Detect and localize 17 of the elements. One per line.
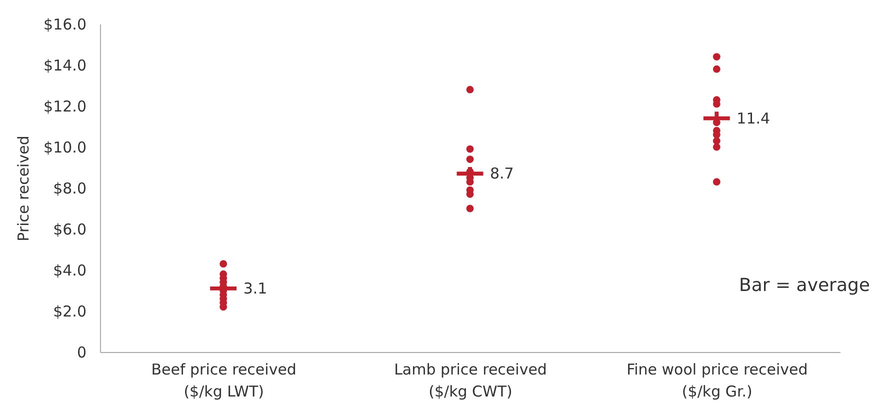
y-tick-label: $8.0 — [53, 180, 86, 198]
y-tick-label: $4.0 — [53, 262, 86, 280]
y-tick-label: $10.0 — [44, 138, 86, 156]
x-tick-label: Fine wool price received ($/kg Gr.) — [626, 360, 808, 400]
data-label: 11.4 — [736, 109, 770, 128]
y-tick-label: $14.0 — [44, 56, 86, 74]
annotation: Bar = average — [739, 275, 870, 296]
data-label: 3.1 — [243, 279, 268, 298]
y-tick-label: $12.0 — [44, 98, 86, 116]
data-label: 8.7 — [490, 164, 514, 183]
y-axis-title: Price received — [14, 136, 33, 242]
x-tick-label: Lamb price received ($/kg CWT) — [394, 360, 547, 400]
y-tick-label: $2.0 — [53, 302, 86, 320]
y-tick-label: $16.0 — [44, 16, 86, 34]
y-tick-label: 0 — [76, 344, 86, 362]
x-tick-label: Beef price received ($/kg LWT) — [151, 360, 296, 400]
y-tick-label: $6.0 — [53, 220, 86, 238]
